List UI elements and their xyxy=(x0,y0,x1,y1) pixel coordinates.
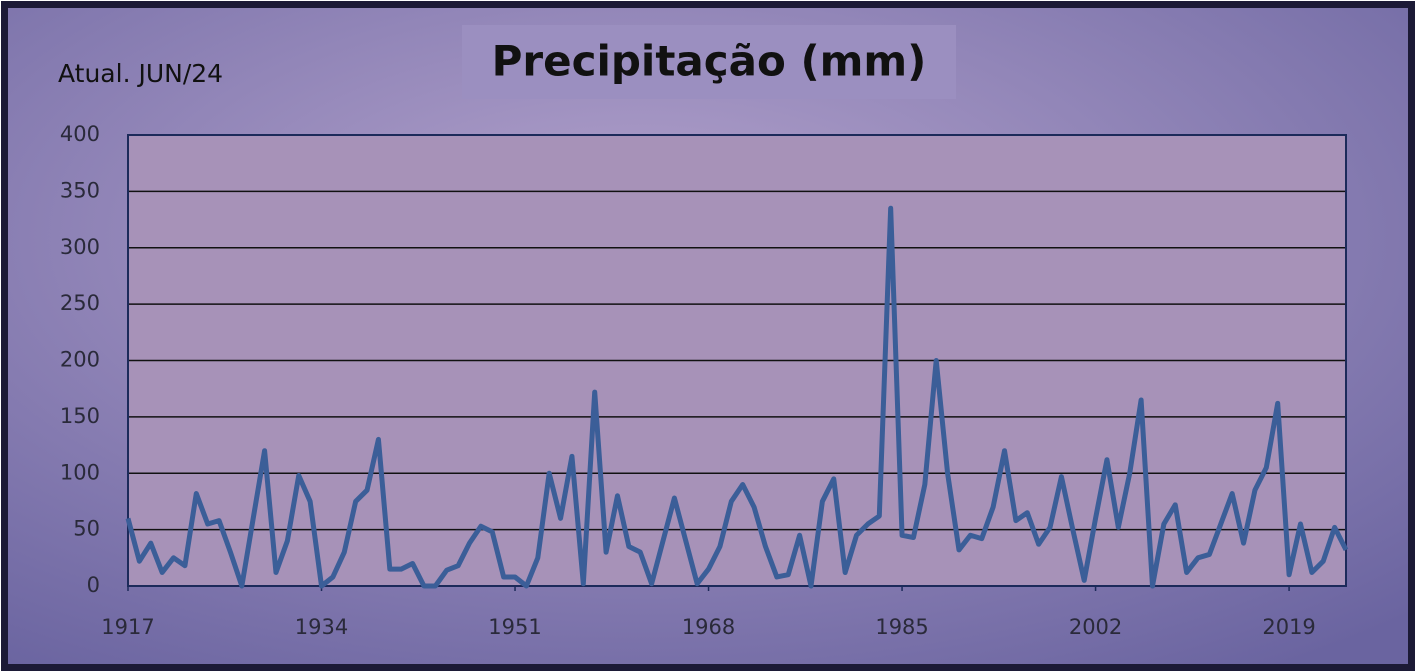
x-tick-label: 2002 xyxy=(1069,615,1122,639)
chart-title: Precipitação (mm) xyxy=(492,37,927,86)
x-tick-label: 1951 xyxy=(488,615,541,639)
x-tick-label: 1934 xyxy=(295,615,348,639)
y-tick-label: 150 xyxy=(60,404,100,428)
x-tick-label: 1917 xyxy=(101,615,154,639)
y-tick-label: 250 xyxy=(60,291,100,315)
x-tick-label: 1985 xyxy=(875,615,928,639)
y-tick-label: 50 xyxy=(73,517,100,541)
plot-border xyxy=(127,134,1347,587)
y-tick-label: 300 xyxy=(60,235,100,259)
y-tick-label: 0 xyxy=(87,573,100,597)
y-tick-label: 200 xyxy=(60,348,100,372)
y-tick-label: 400 xyxy=(60,122,100,146)
title-box xyxy=(462,25,956,99)
x-tick-label: 2019 xyxy=(1262,615,1315,639)
y-tick-label: 350 xyxy=(60,178,100,202)
annotation: Atual. JUN/24 xyxy=(58,59,223,88)
line-series xyxy=(125,205,1349,589)
y-tick-label: 100 xyxy=(60,460,100,484)
x-tick-label: 1968 xyxy=(682,615,735,639)
